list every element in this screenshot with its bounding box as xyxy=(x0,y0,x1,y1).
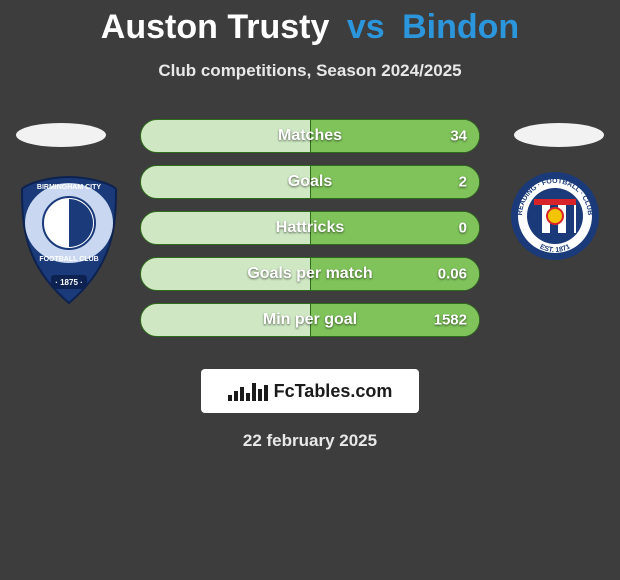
club-badge-left: BIRMINGHAM CITY FOOTBALL CLUB · 1875 · xyxy=(18,175,120,305)
stat-label: Min per goal xyxy=(263,311,357,329)
stat-value-right: 0.06 xyxy=(438,266,467,283)
svg-text:BIRMINGHAM CITY: BIRMINGHAM CITY xyxy=(37,184,101,191)
stat-label: Goals xyxy=(288,173,332,191)
club-badge-right: READING · FOOTBALL · CLUB EST. 1871 xyxy=(510,171,600,261)
watermark: FcTables.com xyxy=(201,369,419,413)
player2-name: Bindon xyxy=(402,8,519,46)
player1-photo-placeholder xyxy=(16,123,106,147)
svg-text:FOOTBALL CLUB: FOOTBALL CLUB xyxy=(39,256,98,263)
date-text: 22 february 2025 xyxy=(0,431,620,451)
vs-text: vs xyxy=(339,8,393,46)
watermark-text: FcTables.com xyxy=(274,381,393,402)
stat-value-right: 34 xyxy=(450,128,467,145)
svg-text:· 1875 ·: · 1875 · xyxy=(55,278,83,287)
stat-value-right: 2 xyxy=(459,174,467,191)
stat-label: Hattricks xyxy=(276,219,344,237)
stat-row: Matches 34 xyxy=(140,119,480,153)
stat-row: Min per goal 1582 xyxy=(140,303,480,337)
subtitle: Club competitions, Season 2024/2025 xyxy=(0,61,620,81)
stat-value-right: 0 xyxy=(459,220,467,237)
player2-photo-placeholder xyxy=(514,123,604,147)
comparison-area: BIRMINGHAM CITY FOOTBALL CLUB · 1875 · xyxy=(0,119,620,349)
player1-name: Auston Trusty xyxy=(101,8,330,46)
watermark-bars-icon xyxy=(228,381,268,401)
stat-label: Goals per match xyxy=(247,265,372,283)
stat-label: Matches xyxy=(278,127,342,145)
stat-rows: Matches 34 Goals 2 Hattricks 0 Goals per match… xyxy=(140,119,480,349)
stat-row: Goals per match 0.06 xyxy=(140,257,480,291)
stat-value-right: 1582 xyxy=(434,312,467,329)
stat-row: Hattricks 0 xyxy=(140,211,480,245)
stat-row: Goals 2 xyxy=(140,165,480,199)
stat-fill-right xyxy=(310,166,479,198)
comparison-title: Auston Trusty vs Bindon xyxy=(0,0,620,47)
